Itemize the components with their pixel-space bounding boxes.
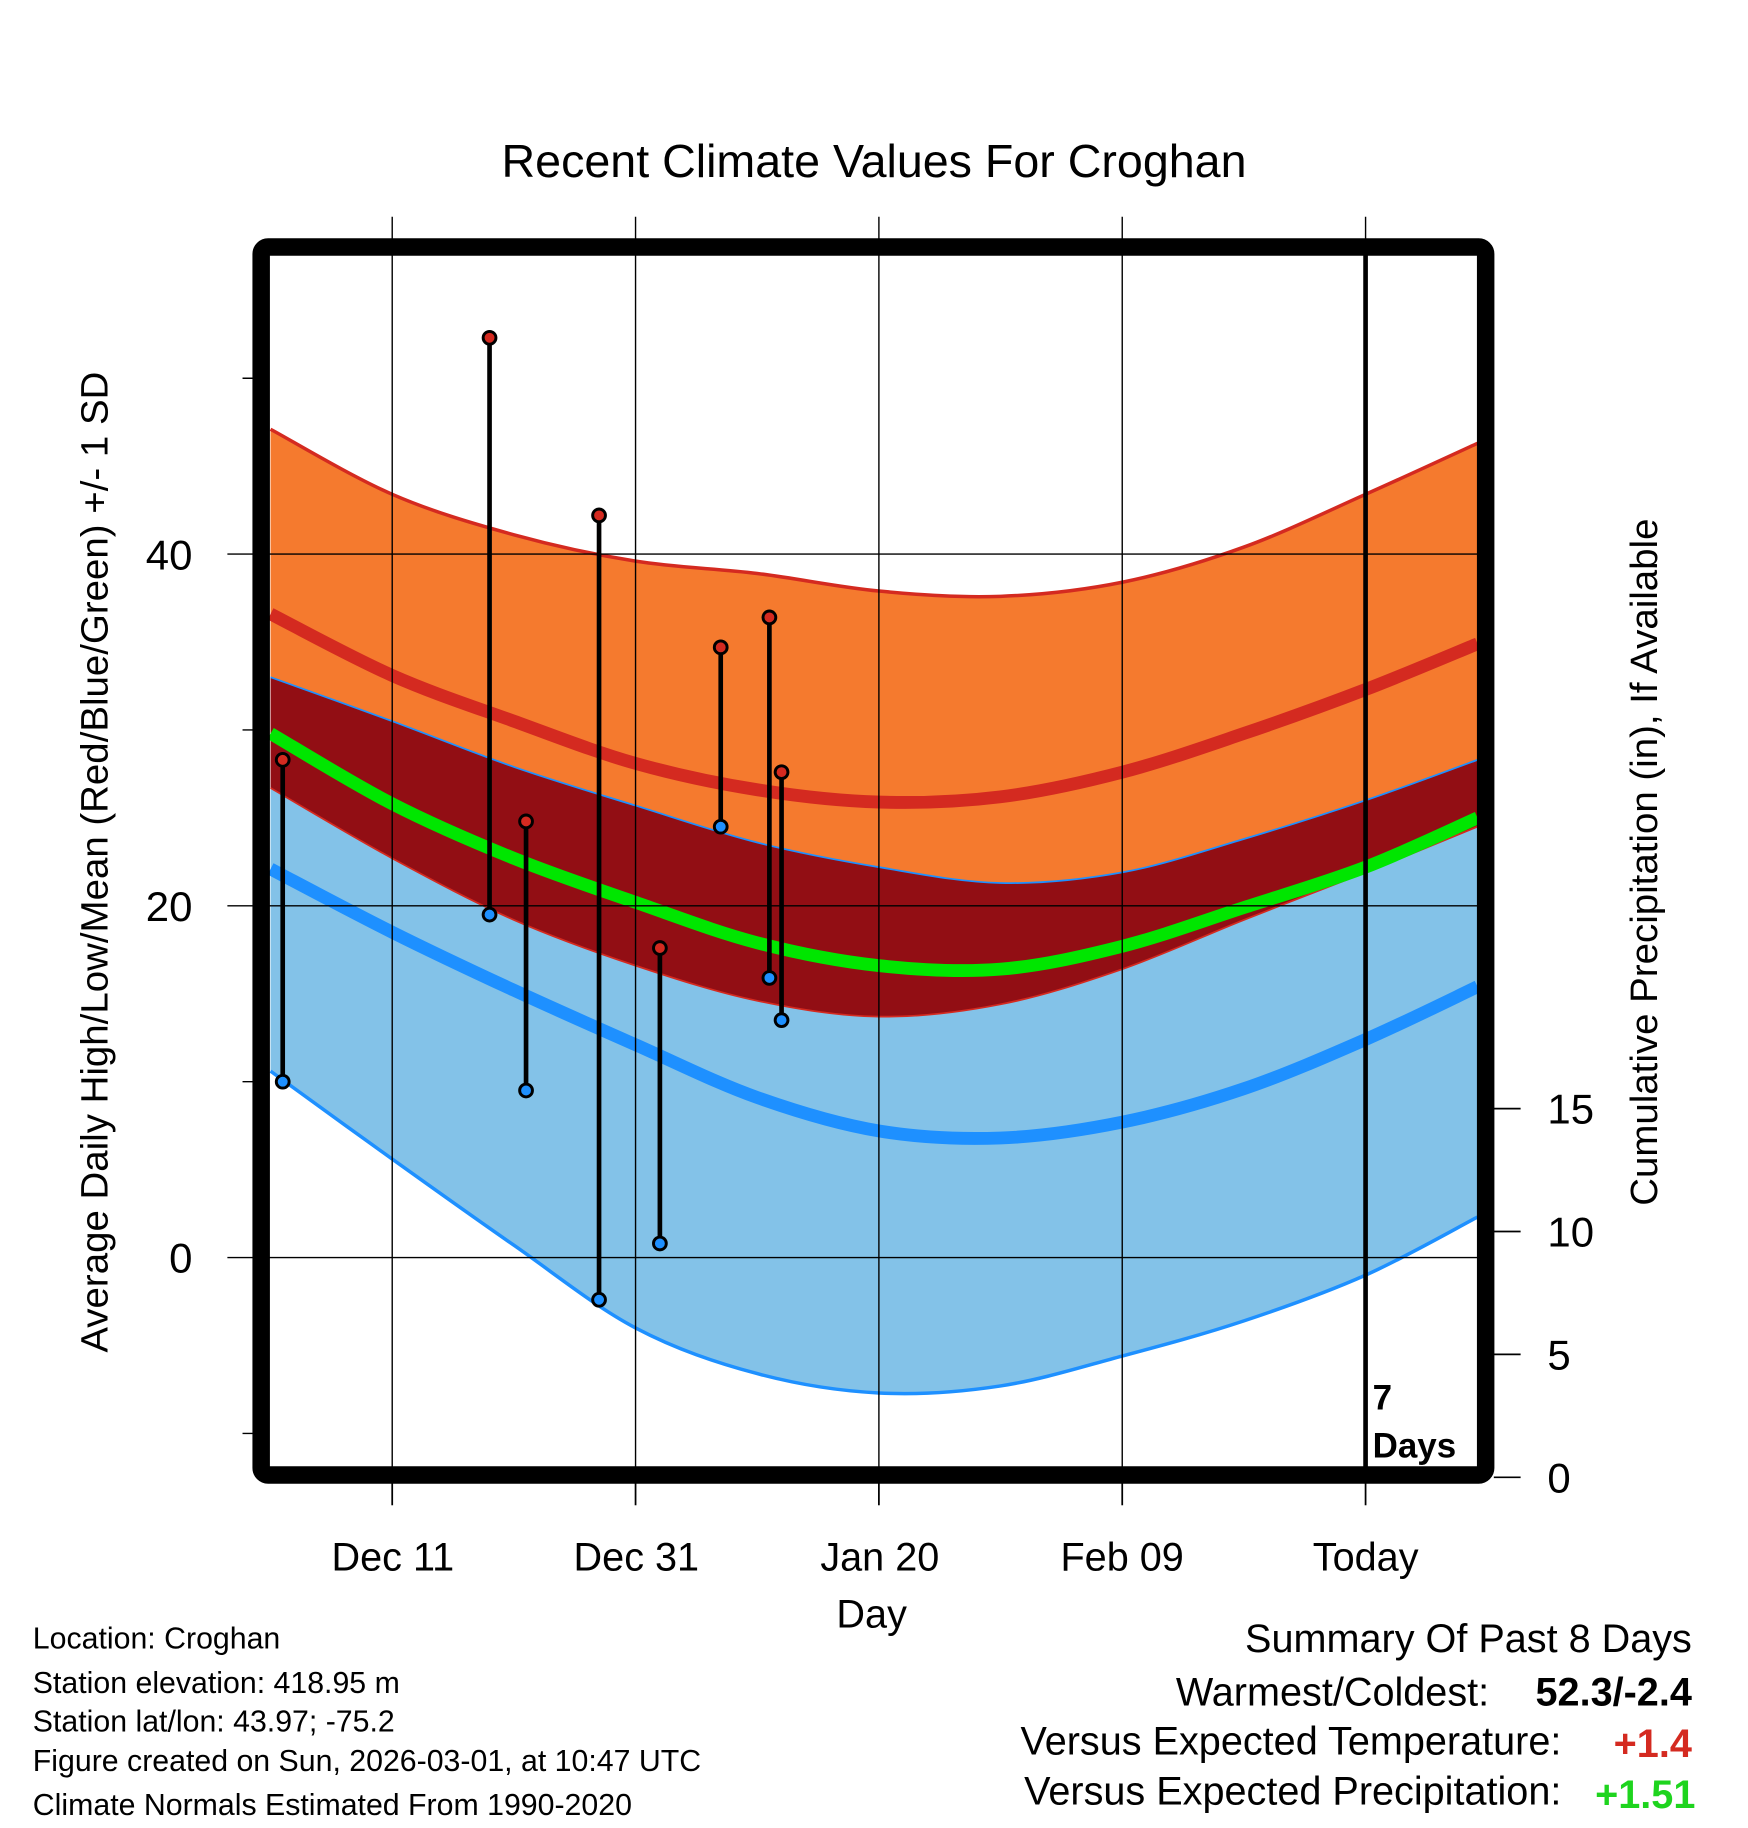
observed-high-point xyxy=(518,813,534,830)
location-text: Location: Croghan xyxy=(33,1623,280,1656)
station-info: Location: Croghan Station elevation: 418… xyxy=(33,1623,701,1823)
observed-low-point xyxy=(773,1012,790,1029)
normals-text: Climate Normals Estimated From 1990-2020 xyxy=(33,1789,632,1822)
chart-title: Recent Climate Values For Croghan xyxy=(502,135,1247,187)
normal-bands xyxy=(267,427,1481,1396)
plot-frame xyxy=(252,238,1495,1484)
warm-cold-value: 52.3/-2.4 xyxy=(1536,1671,1692,1715)
observed-low-point xyxy=(274,1073,291,1090)
observed-low-point xyxy=(591,1291,607,1308)
axes: 0 20 40 0 5 10 15 xyxy=(146,377,1594,1506)
today-label-top: 7 xyxy=(1373,1379,1392,1418)
observed-high-point xyxy=(773,764,790,781)
high-sd-band xyxy=(270,429,1478,884)
observed-high-point xyxy=(274,752,291,768)
low-minus-sd-line xyxy=(269,1069,1479,1396)
observed-low-point xyxy=(652,1235,668,1252)
x-tick-label: Feb 09 xyxy=(1060,1536,1183,1580)
observed-low-point xyxy=(761,970,778,986)
y-axis-label: Average Daily High/Low/Mean (Red/Blue/Gr… xyxy=(73,372,116,1353)
latlon-text: Station lat/lon: 43.97; -75.2 xyxy=(33,1705,395,1738)
observed-high-point xyxy=(761,609,778,626)
y2-axis-label: Cumulative Precipitation (in), If Availa… xyxy=(1623,519,1666,1206)
y2-tick-label: 5 xyxy=(1547,1332,1570,1379)
observed-low-point xyxy=(518,1082,534,1099)
observations xyxy=(274,329,790,1308)
observed-high-point xyxy=(591,507,607,524)
y2-tick-label: 0 xyxy=(1547,1454,1570,1501)
y2-tick-label: 15 xyxy=(1547,1086,1594,1133)
observed-high-point xyxy=(481,329,498,346)
x-tick-label: Dec 31 xyxy=(574,1536,700,1580)
today-label-bottom: Days xyxy=(1373,1427,1457,1466)
summary-panel: Summary Of Past 8 Days Warmest/Coldest: … xyxy=(1020,1617,1695,1817)
precip-label: Versus Expected Precipitation: xyxy=(1024,1770,1561,1814)
summary-title: Summary Of Past 8 Days xyxy=(1245,1617,1692,1661)
created-text: Figure created on Sun, 2026-03-01, at 10… xyxy=(33,1745,701,1778)
observed-low-point xyxy=(481,906,498,923)
x-tick-labels: Dec 11 Dec 31 Jan 20 Feb 09 Today xyxy=(332,1536,1419,1580)
grid-lines xyxy=(227,216,1478,1467)
observed-low-point xyxy=(712,818,729,835)
x-tick-label: Dec 11 xyxy=(332,1536,455,1580)
x-axis-label: Day xyxy=(836,1593,907,1637)
elevation-text: Station elevation: 418.95 m xyxy=(33,1667,400,1700)
warm-cold-label: Warmest/Coldest: xyxy=(1176,1671,1489,1715)
y-tick-label: 40 xyxy=(146,531,193,578)
x-tick-label: Jan 20 xyxy=(820,1536,939,1580)
precip-anomaly-value: +1.51 xyxy=(1595,1773,1695,1817)
y-tick-label: 0 xyxy=(169,1235,192,1282)
observed-high-point xyxy=(712,639,729,656)
low-sd-band xyxy=(270,788,1478,1394)
x-tick-label: Today xyxy=(1313,1536,1419,1580)
y-tick-label: 20 xyxy=(146,883,193,930)
y2-tick-label: 10 xyxy=(1547,1209,1594,1256)
temp-label: Versus Expected Temperature: xyxy=(1020,1720,1561,1764)
observed-high-point xyxy=(652,940,668,956)
temp-anomaly-value: +1.4 xyxy=(1614,1722,1692,1766)
